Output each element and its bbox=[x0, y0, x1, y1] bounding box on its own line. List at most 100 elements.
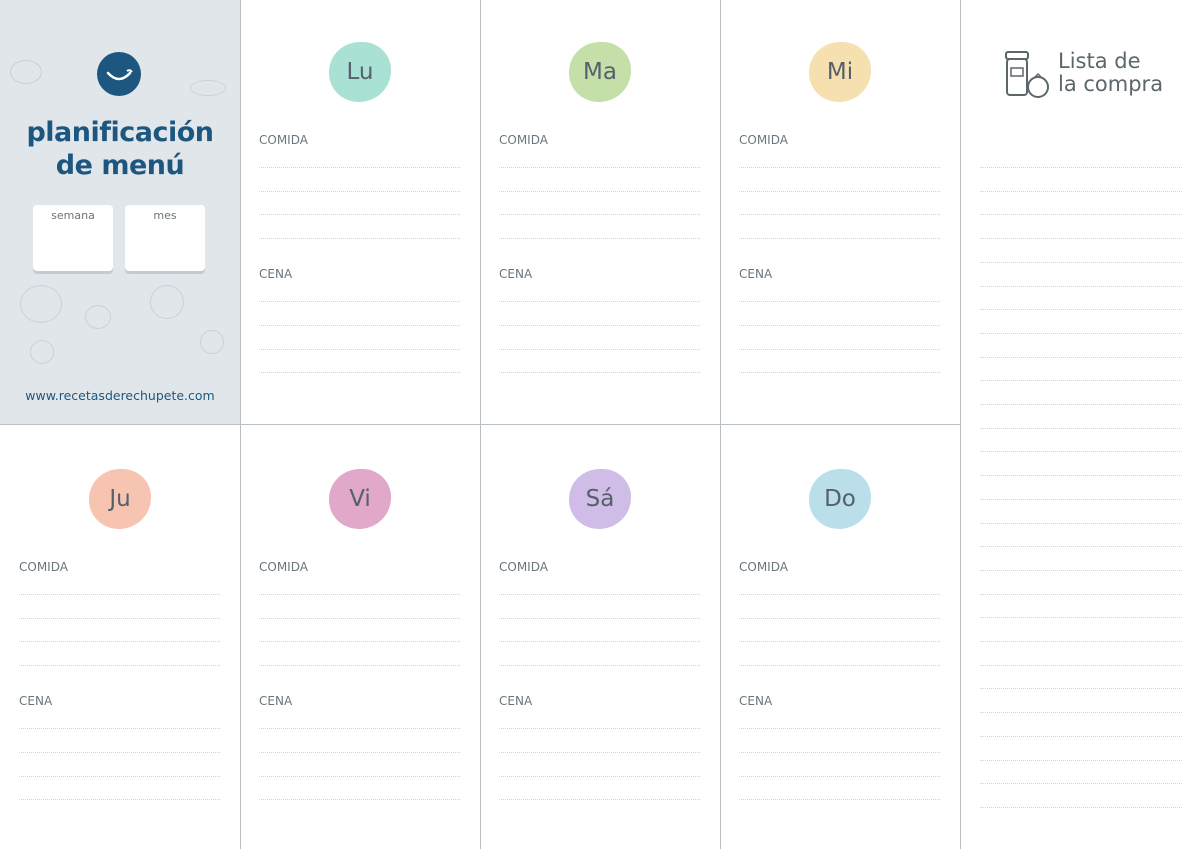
shopping-write-line[interactable] bbox=[980, 427, 1182, 429]
lunch-write-line[interactable] bbox=[499, 665, 700, 666]
shopping-write-line[interactable] bbox=[980, 783, 1182, 785]
dinner-write-line[interactable] bbox=[19, 776, 220, 777]
shopping-write-line[interactable] bbox=[980, 806, 1182, 808]
dinner-write-line[interactable] bbox=[259, 799, 460, 800]
lunch-write-line[interactable] bbox=[739, 618, 940, 619]
lunch-write-line[interactable] bbox=[499, 191, 700, 192]
dinner-write-line[interactable] bbox=[499, 325, 700, 326]
shopping-write-line[interactable] bbox=[980, 309, 1182, 311]
shopping-write-line[interactable] bbox=[980, 285, 1182, 287]
lunch-write-line[interactable] bbox=[259, 238, 460, 239]
lunch-write-line[interactable] bbox=[739, 167, 940, 168]
lunch-write-line[interactable] bbox=[259, 191, 460, 192]
shopping-write-line[interactable] bbox=[980, 712, 1182, 714]
lunch-write-line[interactable] bbox=[19, 594, 220, 595]
logo-smile-icon bbox=[97, 52, 141, 96]
dinner-write-line[interactable] bbox=[499, 799, 700, 800]
dinner-label: CENA bbox=[499, 267, 533, 281]
website-link[interactable]: www.recetasderechupete.com bbox=[25, 388, 215, 403]
shopping-write-line[interactable] bbox=[980, 641, 1182, 642]
dinner-write-line[interactable] bbox=[499, 728, 700, 729]
dinner-write-line[interactable] bbox=[499, 301, 700, 302]
lunch-label: COMIDA bbox=[19, 560, 68, 574]
shopping-write-line[interactable] bbox=[980, 664, 1182, 666]
shopping-write-line[interactable] bbox=[980, 332, 1182, 334]
shopping-write-line[interactable] bbox=[980, 617, 1182, 619]
shopping-write-line[interactable] bbox=[980, 593, 1182, 595]
lunch-write-line[interactable] bbox=[259, 594, 460, 595]
food-doodle-icon bbox=[200, 330, 224, 354]
food-doodle-icon bbox=[30, 340, 54, 364]
lunch-write-line[interactable] bbox=[499, 594, 700, 595]
shopping-write-line[interactable] bbox=[980, 380, 1182, 382]
dinner-write-line[interactable] bbox=[19, 728, 220, 729]
dinner-write-line[interactable] bbox=[259, 752, 460, 753]
shopping-write-line[interactable] bbox=[980, 167, 1182, 168]
dinner-write-line[interactable] bbox=[739, 301, 940, 302]
lunch-write-line[interactable] bbox=[259, 618, 460, 619]
dinner-write-line[interactable] bbox=[19, 752, 220, 753]
lunch-write-line[interactable] bbox=[259, 214, 460, 215]
lunch-write-line[interactable] bbox=[499, 214, 700, 215]
dinner-write-line[interactable] bbox=[259, 349, 460, 350]
lunch-write-line[interactable] bbox=[259, 167, 460, 168]
lunch-write-line[interactable] bbox=[739, 191, 940, 192]
dinner-write-line[interactable] bbox=[739, 728, 940, 729]
dinner-write-line[interactable] bbox=[259, 325, 460, 326]
shopping-write-line[interactable] bbox=[980, 546, 1182, 548]
lunch-write-line[interactable] bbox=[499, 238, 700, 239]
lunch-write-line[interactable] bbox=[739, 214, 940, 215]
day-cell-lu: Lu COMIDA CENA bbox=[240, 0, 480, 424]
shopping-write-line[interactable] bbox=[980, 238, 1182, 240]
lunch-write-line[interactable] bbox=[499, 641, 700, 642]
shopping-write-line[interactable] bbox=[980, 261, 1182, 263]
shopping-write-line[interactable] bbox=[980, 451, 1182, 453]
lunch-write-line[interactable] bbox=[739, 238, 940, 239]
food-doodle-icon bbox=[20, 285, 62, 323]
lunch-label: COMIDA bbox=[259, 560, 308, 574]
lunch-write-line[interactable] bbox=[739, 665, 940, 666]
lunch-write-line[interactable] bbox=[499, 618, 700, 619]
shopping-write-line[interactable] bbox=[980, 759, 1182, 761]
week-box[interactable]: semana bbox=[33, 205, 113, 271]
shopping-write-line[interactable] bbox=[980, 688, 1182, 690]
shopping-write-line[interactable] bbox=[980, 498, 1182, 500]
dinner-write-line[interactable] bbox=[259, 372, 460, 373]
lunch-write-line[interactable] bbox=[19, 618, 220, 619]
shopping-write-line[interactable] bbox=[980, 522, 1182, 524]
lunch-write-line[interactable] bbox=[739, 594, 940, 595]
food-doodle-icon bbox=[85, 305, 111, 329]
shopping-write-line[interactable] bbox=[980, 735, 1182, 737]
shopping-write-line[interactable] bbox=[980, 404, 1182, 405]
dinner-write-line[interactable] bbox=[739, 372, 940, 373]
shopping-write-line[interactable] bbox=[980, 190, 1182, 192]
day-cell-ma: Ma COMIDA CENA bbox=[480, 0, 720, 424]
shopping-write-line[interactable] bbox=[980, 569, 1182, 571]
dinner-write-line[interactable] bbox=[259, 728, 460, 729]
day-cell-mi: Mi COMIDA CENA bbox=[720, 0, 960, 424]
shopping-write-line[interactable] bbox=[980, 475, 1182, 477]
divider bbox=[960, 0, 961, 849]
lunch-write-line[interactable] bbox=[19, 665, 220, 666]
dinner-write-line[interactable] bbox=[499, 776, 700, 777]
shopping-write-line[interactable] bbox=[980, 356, 1182, 358]
lunch-write-line[interactable] bbox=[499, 167, 700, 168]
dinner-label: CENA bbox=[739, 267, 773, 281]
dinner-write-line[interactable] bbox=[499, 372, 700, 373]
dinner-write-line[interactable] bbox=[499, 349, 700, 350]
lunch-write-line[interactable] bbox=[739, 641, 940, 642]
lunch-write-line[interactable] bbox=[19, 641, 220, 642]
lunch-write-line[interactable] bbox=[259, 665, 460, 666]
dinner-write-line[interactable] bbox=[739, 799, 940, 800]
dinner-write-line[interactable] bbox=[739, 349, 940, 350]
shopping-write-line[interactable] bbox=[980, 214, 1182, 216]
dinner-write-line[interactable] bbox=[259, 301, 460, 302]
month-box[interactable]: mes bbox=[125, 205, 205, 271]
dinner-write-line[interactable] bbox=[739, 752, 940, 753]
dinner-write-line[interactable] bbox=[19, 799, 220, 800]
dinner-write-line[interactable] bbox=[739, 325, 940, 326]
lunch-write-line[interactable] bbox=[259, 641, 460, 642]
dinner-write-line[interactable] bbox=[739, 776, 940, 777]
dinner-write-line[interactable] bbox=[259, 776, 460, 777]
dinner-write-line[interactable] bbox=[499, 752, 700, 753]
